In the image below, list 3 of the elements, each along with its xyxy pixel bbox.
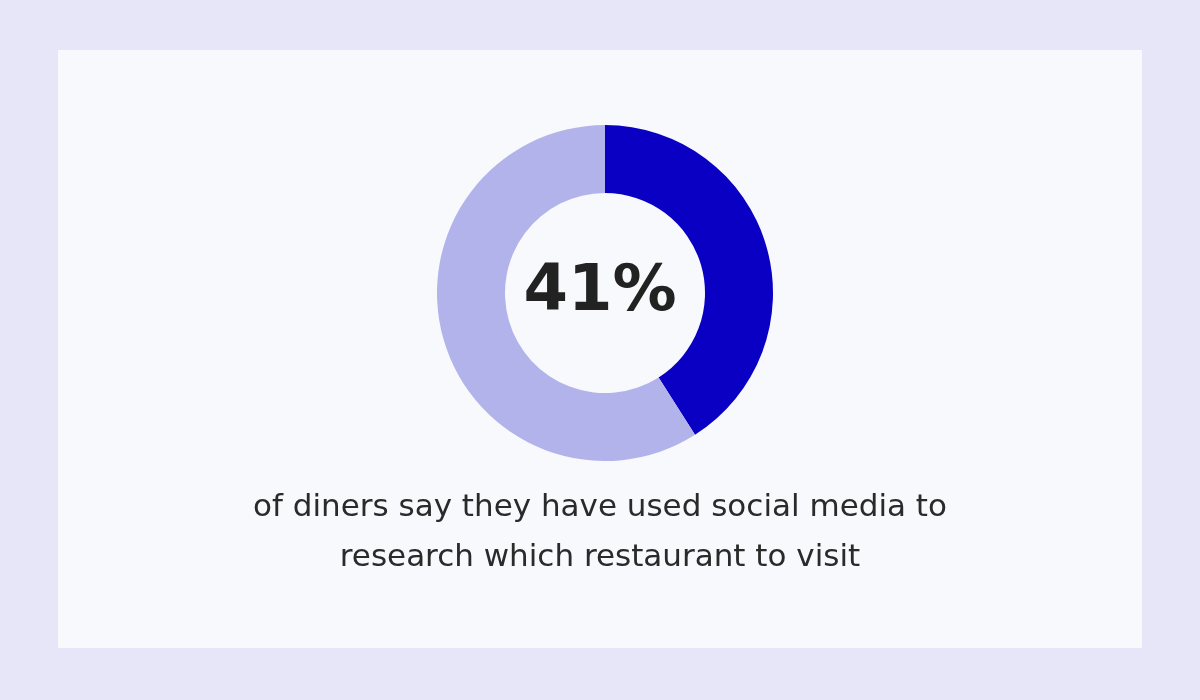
text: 41% <box>522 250 678 326</box>
text: of diners say they have used social media to research which restaurant to visit <box>252 486 948 575</box>
donut-slice <box>437 125 696 461</box>
